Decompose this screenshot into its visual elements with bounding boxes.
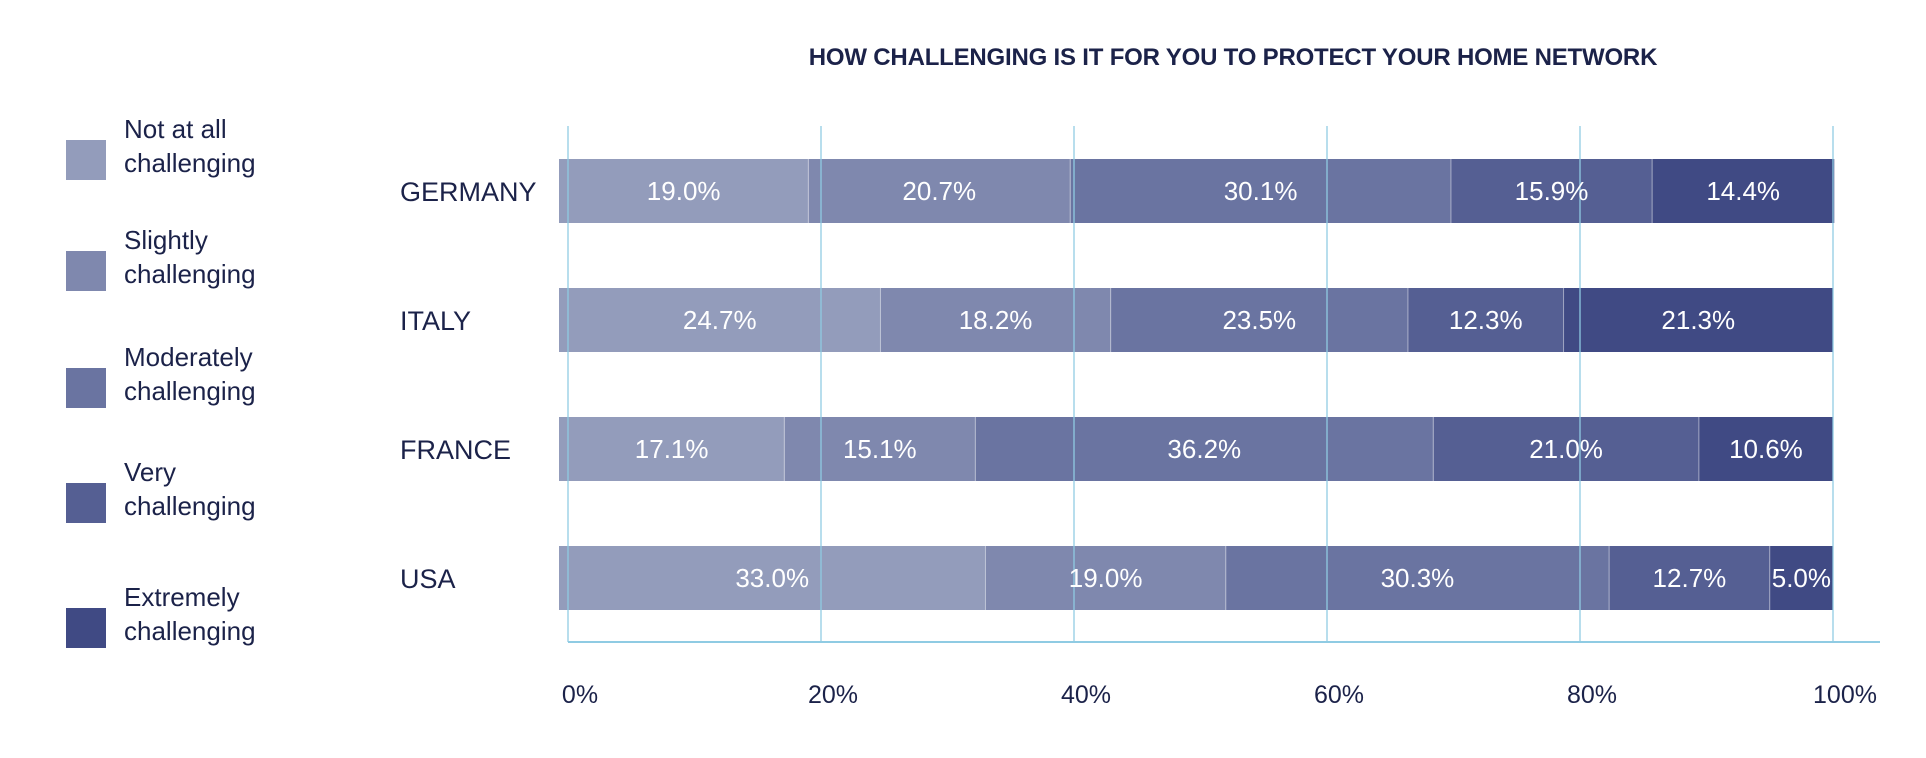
bar-segment-germany-moderately-challenging	[1070, 159, 1451, 223]
legend-item-slightly-challenging: Slightly challenging	[66, 225, 256, 291]
bar-segment-italy-slightly-challenging	[880, 288, 1111, 352]
bar-segment-germany-not-at-all-challenging	[559, 159, 809, 223]
value-label-france-moderately-challenging: 36.2%	[1167, 434, 1241, 464]
bar-segment-usa-moderately-challenging	[1225, 546, 1610, 610]
value-label-germany-not-at-all-challenging: 19.0%	[647, 176, 721, 206]
x-tick-label-80: 80%	[1567, 681, 1617, 709]
value-label-germany-very-challenging: 15.9%	[1515, 176, 1589, 206]
value-label-italy-extremely-challenging: 21.3%	[1661, 305, 1735, 335]
legend-swatch-extremely-challenging	[66, 608, 106, 648]
category-label-italy: ITALY	[400, 306, 471, 336]
category-label-france: FRANCE	[400, 435, 511, 465]
value-label-italy-moderately-challenging: 23.5%	[1222, 305, 1296, 335]
legend-label-not-at-all-challenging: Not at all challenging	[124, 114, 256, 178]
x-axis-ticks: 0% 20% 40% 60% 80% 100%	[562, 681, 1877, 709]
value-label-france-slightly-challenging: 15.1%	[843, 434, 917, 464]
legend: Not at all challenging Slightly challenging…	[66, 114, 256, 648]
value-label-usa-slightly-challenging: 19.0%	[1069, 563, 1143, 593]
chart-title: HOW CHALLENGING IS IT FOR YOU TO PROTECT…	[809, 44, 1658, 71]
bar-segment-france-slightly-challenging	[784, 417, 976, 481]
x-tick-label-60: 60%	[1314, 681, 1364, 709]
gridlines	[567, 126, 1880, 643]
value-label-france-extremely-challenging: 10.6%	[1729, 434, 1803, 464]
category-label-germany: GERMANY	[400, 177, 537, 207]
legend-item-not-at-all-challenging: Not at all challenging	[66, 114, 256, 180]
bar-segment-italy-very-challenging	[1407, 288, 1564, 352]
legend-item-very-challenging: Very challenging	[66, 457, 256, 523]
bar-segment-italy-moderately-challenging	[1110, 288, 1408, 352]
legend-label-very-challenging: Very challenging	[124, 457, 256, 521]
value-label-germany-slightly-challenging: 20.7%	[902, 176, 976, 206]
value-label-usa-extremely-challenging: 5.0%	[1772, 563, 1831, 593]
x-tick-label-20: 20%	[808, 681, 858, 709]
value-label-italy-very-challenging: 12.3%	[1449, 305, 1523, 335]
value-label-usa-very-challenging: 12.7%	[1653, 563, 1727, 593]
bar-segment-germany-extremely-challenging	[1652, 159, 1835, 223]
bar-segment-germany-very-challenging	[1450, 159, 1653, 223]
value-labels: 19.0% 20.7% 30.1% 15.9% 14.4% 24.7% 18.2% 23.5%…	[635, 176, 1831, 593]
bar-segment-france-extremely-challenging	[1698, 417, 1833, 481]
legend-swatch-slightly-challenging	[66, 251, 106, 291]
bar-segment-france-not-at-all-challenging	[559, 417, 785, 481]
bar-segment-usa-not-at-all-challenging	[559, 546, 986, 610]
legend-label-moderately-challenging: Moderately challenging	[124, 342, 256, 406]
legend-swatch-moderately-challenging	[66, 368, 106, 408]
value-label-italy-not-at-all-challenging: 24.7%	[683, 305, 757, 335]
category-labels: GERMANY ITALY FRANCE USA	[400, 177, 537, 594]
bar-segment-usa-extremely-challenging	[1769, 546, 1833, 610]
bar-segment-france-very-challenging	[1433, 417, 1699, 481]
value-label-germany-moderately-challenging: 30.1%	[1224, 176, 1298, 206]
bar-segment-usa-slightly-challenging	[985, 546, 1226, 610]
value-label-germany-extremely-challenging: 14.4%	[1706, 176, 1780, 206]
bar-segment-italy-not-at-all-challenging	[559, 288, 881, 352]
value-label-france-not-at-all-challenging: 17.1%	[635, 434, 709, 464]
legend-item-extremely-challenging: Extremely challenging	[66, 582, 256, 648]
legend-swatch-very-challenging	[66, 483, 106, 523]
bar-segment-usa-very-challenging	[1609, 546, 1770, 610]
legend-swatch-not-at-all-challenging	[66, 140, 106, 180]
legend-item-moderately-challenging: Moderately challenging	[66, 342, 256, 408]
category-label-usa: USA	[400, 564, 456, 594]
bar-segment-france-moderately-challenging	[975, 417, 1434, 481]
bar-segment-italy-extremely-challenging	[1563, 288, 1833, 352]
bars	[559, 159, 1835, 610]
legend-label-extremely-challenging: Extremely challenging	[124, 582, 256, 646]
legend-label-slightly-challenging: Slightly challenging	[124, 225, 256, 289]
bar-segment-germany-slightly-challenging	[808, 159, 1071, 223]
x-tick-label-40: 40%	[1061, 681, 1111, 709]
x-tick-label-100: 100%	[1813, 681, 1877, 709]
value-label-usa-moderately-challenging: 30.3%	[1381, 563, 1455, 593]
value-label-italy-slightly-challenging: 18.2%	[959, 305, 1033, 335]
x-tick-label-0: 0%	[562, 681, 598, 709]
value-label-france-very-challenging: 21.0%	[1529, 434, 1603, 464]
value-label-usa-not-at-all-challenging: 33.0%	[735, 563, 809, 593]
